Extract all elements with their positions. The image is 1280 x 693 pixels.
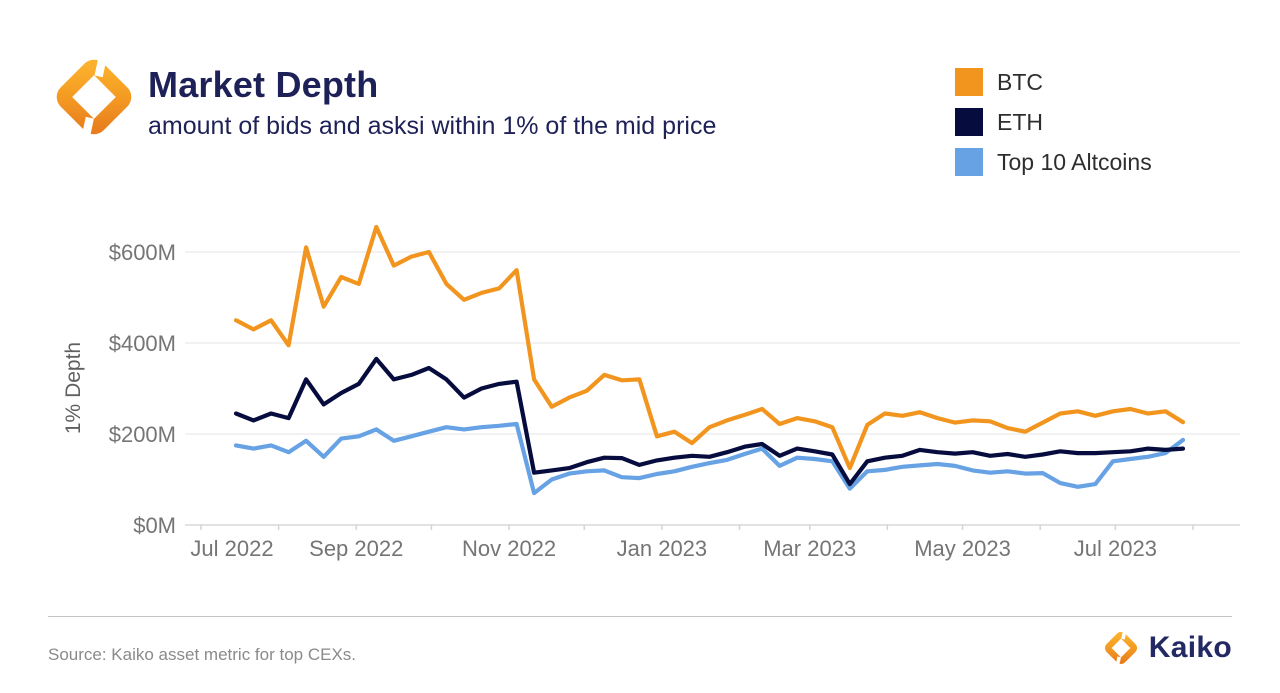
legend-item-eth: ETH: [955, 108, 1152, 136]
legend-label: Top 10 Altcoins: [997, 148, 1152, 175]
y-tick-label: $600M: [109, 240, 176, 265]
page-title: Market Depth: [148, 64, 379, 105]
footer-brand: Kaiko: [1102, 628, 1232, 668]
legend-swatch: [955, 148, 983, 176]
legend-label: BTC: [997, 68, 1043, 95]
series-line-btc: [233, 224, 1186, 471]
legend-label: ETH: [997, 108, 1043, 135]
x-tick-label: Sep 2022: [309, 536, 403, 561]
legend: BTC ETH Top 10 Altcoins: [955, 68, 1152, 176]
x-tick-label: Jan 2023: [617, 536, 708, 561]
footer-divider: [48, 616, 1232, 617]
brand-wordmark: Kaiko: [1148, 631, 1232, 664]
x-tick-label: Jul 2022: [190, 536, 273, 561]
kaiko-logo-icon: [1104, 628, 1137, 668]
page-subtitle: amount of bids and asksi within 1% of th…: [148, 112, 717, 140]
legend-swatch: [955, 108, 983, 136]
legend-swatch: [955, 68, 983, 96]
source-note: Source: Kaiko asset metric for top CEXs.: [48, 645, 357, 664]
y-tick-label: $0M: [133, 513, 176, 538]
legend-item-top-10-altcoins: Top 10 Altcoins: [955, 148, 1152, 176]
x-tick-label: May 2023: [914, 536, 1011, 561]
y-tick-label: $200M: [109, 422, 176, 447]
series-line-top-10-altcoins: [233, 421, 1186, 496]
x-tick-label: Mar 2023: [763, 536, 856, 561]
series-line-eth: [233, 356, 1186, 487]
x-tick-label: Nov 2022: [462, 536, 556, 561]
title-block: Market Depth amount of bids and asksi wi…: [148, 64, 716, 141]
y-tick-label: $400M: [109, 331, 176, 356]
legend-item-btc: BTC: [955, 68, 1152, 96]
kaiko-logo-icon: [56, 51, 132, 143]
x-tick-label: Jul 2023: [1074, 536, 1157, 561]
